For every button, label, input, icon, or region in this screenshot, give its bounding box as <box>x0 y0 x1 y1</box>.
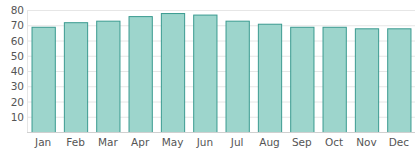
x-tick-label: Feb <box>66 136 85 148</box>
bar <box>258 24 281 132</box>
bar <box>129 17 152 132</box>
x-tick-label: May <box>162 136 184 148</box>
bar <box>32 27 55 132</box>
bar <box>226 21 249 132</box>
x-tick-label: Jul <box>230 136 244 148</box>
x-tick-label: Mar <box>98 136 118 148</box>
x-tick-label: Apr <box>131 136 150 148</box>
y-tick-label: 70 <box>11 19 24 31</box>
y-tick-label: 20 <box>11 96 24 108</box>
y-axis-line <box>27 10 28 132</box>
y-tick-label: 60 <box>11 35 24 47</box>
bar <box>194 15 217 132</box>
y-tick-label: 30 <box>11 80 24 92</box>
chart-container: 10 20 30 40 50 60 70 80 Jan Feb Mar Apr May Jun Jul Aug… <box>0 0 420 150</box>
grid-line <box>27 10 415 11</box>
y-tick-label: 50 <box>11 50 24 62</box>
y-tick-label: 10 <box>11 111 24 123</box>
bars <box>32 14 411 132</box>
bar <box>355 29 378 132</box>
x-tick-label: Nov <box>356 136 377 148</box>
bar <box>323 27 346 132</box>
y-tick-label: 80 <box>11 4 24 16</box>
bar <box>161 14 184 132</box>
bar <box>388 29 411 132</box>
chart-svg: 10 20 30 40 50 60 70 80 Jan Feb Mar Apr May Jun Jul Aug… <box>0 0 420 150</box>
y-tick-label: 40 <box>11 65 24 77</box>
x-tick-label: Jun <box>196 136 213 148</box>
x-tick-label: Sep <box>292 136 312 148</box>
x-axis-line <box>27 132 415 133</box>
bar <box>64 23 87 132</box>
x-tick-label: Jan <box>34 136 51 148</box>
x-tick-label: Dec <box>389 136 410 148</box>
x-tick-label: Oct <box>325 136 343 148</box>
bar <box>97 21 120 132</box>
bar <box>291 27 314 132</box>
x-tick-label: Aug <box>259 136 280 148</box>
